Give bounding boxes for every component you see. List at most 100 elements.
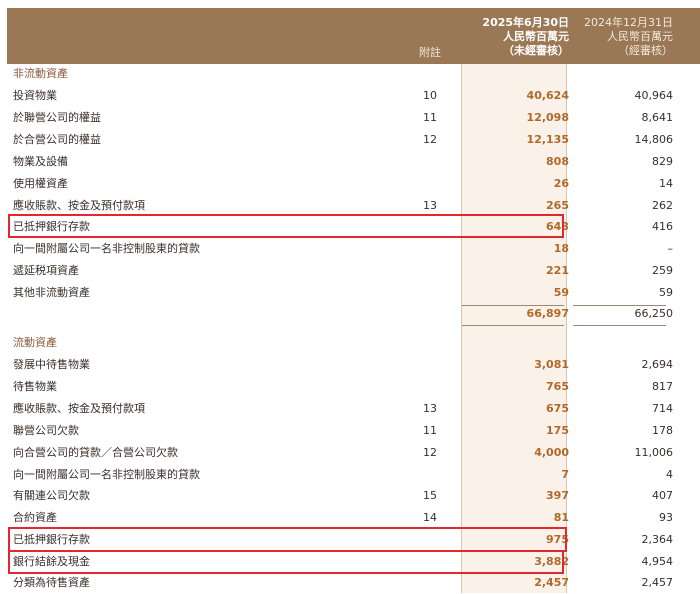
row-current-value: 3,882 [534,555,569,568]
current-period-date: 2025年6月30日 [482,16,569,29]
table-header: 附註 2025年6月30日 人民幣百萬元 （未經審核） 2024年12月31日 … [7,8,700,64]
section-label: 流動資產 [13,336,57,349]
row-prior-value: 714 [652,402,673,415]
row-note: 13 [423,199,437,212]
row-label: 遞延税項資產 [13,264,79,277]
section-title-current: 流動資產 [7,332,700,354]
row-note: 14 [423,511,437,524]
row-current-value: 59 [553,286,569,299]
subtotal-rule-prior [573,305,666,306]
highlight-box-pledged-deposits-non-current [8,214,564,238]
row-current-value: 3,081 [534,358,569,371]
row-current-value: 7 [561,468,569,481]
section-title-non-current: 非流動資產 [7,63,700,85]
row-prior-value: 407 [652,489,673,502]
row-current-value: 12,098 [526,111,569,124]
row-label: 聯營公司欠款 [13,424,79,437]
row-note: 11 [423,424,437,437]
row-prior-value: 259 [652,264,673,277]
row-prior-value: 4 [666,468,673,481]
row-prior-value: 262 [652,199,673,212]
table-row: 聯營公司欠款 11 175 178 [7,420,700,442]
table-row: 向一間附屬公司一名非控制股東的貸款 18 – [7,238,700,260]
subtotal-current-value: 66,897 [526,307,569,320]
row-label: 於聯營公司的權益 [13,111,101,124]
current-period-audit: （未經審核） [503,44,569,57]
row-label: 分類為待售資產 [13,576,90,589]
row-prior-value: 8,641 [641,111,674,124]
row-prior-value: 11,006 [634,446,674,459]
prior-period-unit: 人民幣百萬元 [607,30,673,43]
row-note: 11 [423,111,437,124]
subtotal-bottom-rule-prior [573,325,666,326]
current-period-column-band [461,64,567,593]
prior-period-header: 2024年12月31日 人民幣百萬元 （經審核） [573,16,673,72]
row-prior-value: 2,364 [641,533,674,546]
row-current-value: 18 [553,242,569,255]
row-label: 發展中待售物業 [13,358,90,371]
row-current-value: 26 [553,177,569,190]
row-prior-value: 2,457 [641,576,674,589]
table-row: 向合營公司的貸款／合營公司欠款 12 4,000 11,006 [7,442,700,464]
row-prior-value: 59 [659,286,673,299]
row-prior-value: – [667,242,674,255]
row-current-value: 808 [546,155,569,168]
row-current-value: 975 [546,533,569,546]
row-note: 15 [423,489,437,502]
row-current-value: 4,000 [534,446,569,459]
row-label: 投資物業 [13,89,57,102]
table-row: 向一間附屬公司一名非控制股東的貸款 7 4 [7,464,700,486]
row-prior-value: 178 [652,424,673,437]
table-row: 於聯營公司的權益 11 12,098 8,641 [7,107,700,129]
row-label: 有關連公司欠款 [13,489,90,502]
row-label: 銀行結餘及現金 [13,555,90,568]
row-label: 應收賬款、按金及預付款項 [13,402,145,415]
row-current-value: 81 [553,511,569,524]
current-period-header: 2025年6月30日 人民幣百萬元 （未經審核） [465,16,569,72]
table-row: 分類為待售資產 2,457 2,457 [7,572,700,594]
section-label: 非流動資產 [13,67,68,80]
prior-period-date: 2024年12月31日 [584,16,673,29]
row-current-value: 40,624 [526,89,569,102]
subtotal-prior-value: 66,250 [634,307,674,320]
row-label: 物業及設備 [13,155,68,168]
highlight-box-bank-balances-cash [8,550,564,574]
current-period-unit: 人民幣百萬元 [503,30,569,43]
row-label: 其他非流動資產 [13,286,90,299]
table-row: 應收賬款、按金及預付款項 13 675 714 [7,398,700,420]
row-current-value: 397 [546,489,569,502]
table-row: 於合營公司的權益 12 12,135 14,806 [7,129,700,151]
table-row: 遞延税項資產 221 259 [7,260,700,282]
row-prior-value: 416 [652,220,673,233]
row-current-value: 675 [546,402,569,415]
row-prior-value: 93 [659,511,673,524]
row-label: 已抵押銀行存款 [13,533,90,546]
row-label: 於合營公司的權益 [13,133,101,146]
row-prior-value: 14,806 [634,133,674,146]
subtotal-rule-current [462,305,564,306]
subtotal-bottom-rule-current [462,325,564,326]
prior-period-audit: （經審核） [618,44,673,57]
row-current-value: 265 [546,199,569,212]
table-row: 待售物業 765 817 [7,376,700,398]
table-row: 已抵押銀行存款 975 2,364 [7,529,700,551]
highlight-box-pledged-deposits-current [8,527,567,552]
row-current-value: 12,135 [526,133,569,146]
row-label: 使用權資產 [13,177,68,190]
row-current-value: 221 [546,264,569,277]
row-label: 向一間附屬公司一名非控制股東的貸款 [13,468,200,481]
row-note: 12 [423,133,437,146]
row-prior-value: 829 [652,155,673,168]
row-prior-value: 2,694 [641,358,674,371]
row-label: 向合營公司的貸款／合營公司欠款 [13,446,178,459]
row-label: 已抵押銀行存款 [13,220,90,233]
table-row: 投資物業 10 40,624 40,964 [7,85,700,107]
row-current-value: 765 [546,380,569,393]
row-prior-value: 4,954 [641,555,674,568]
row-label: 應收賬款、按金及預付款項 [13,199,145,212]
table-row: 合約資產 14 81 93 [7,507,700,529]
row-label: 待售物業 [13,380,57,393]
row-label: 合約資產 [13,511,57,524]
row-prior-value: 14 [659,177,673,190]
row-note: 10 [423,89,437,102]
